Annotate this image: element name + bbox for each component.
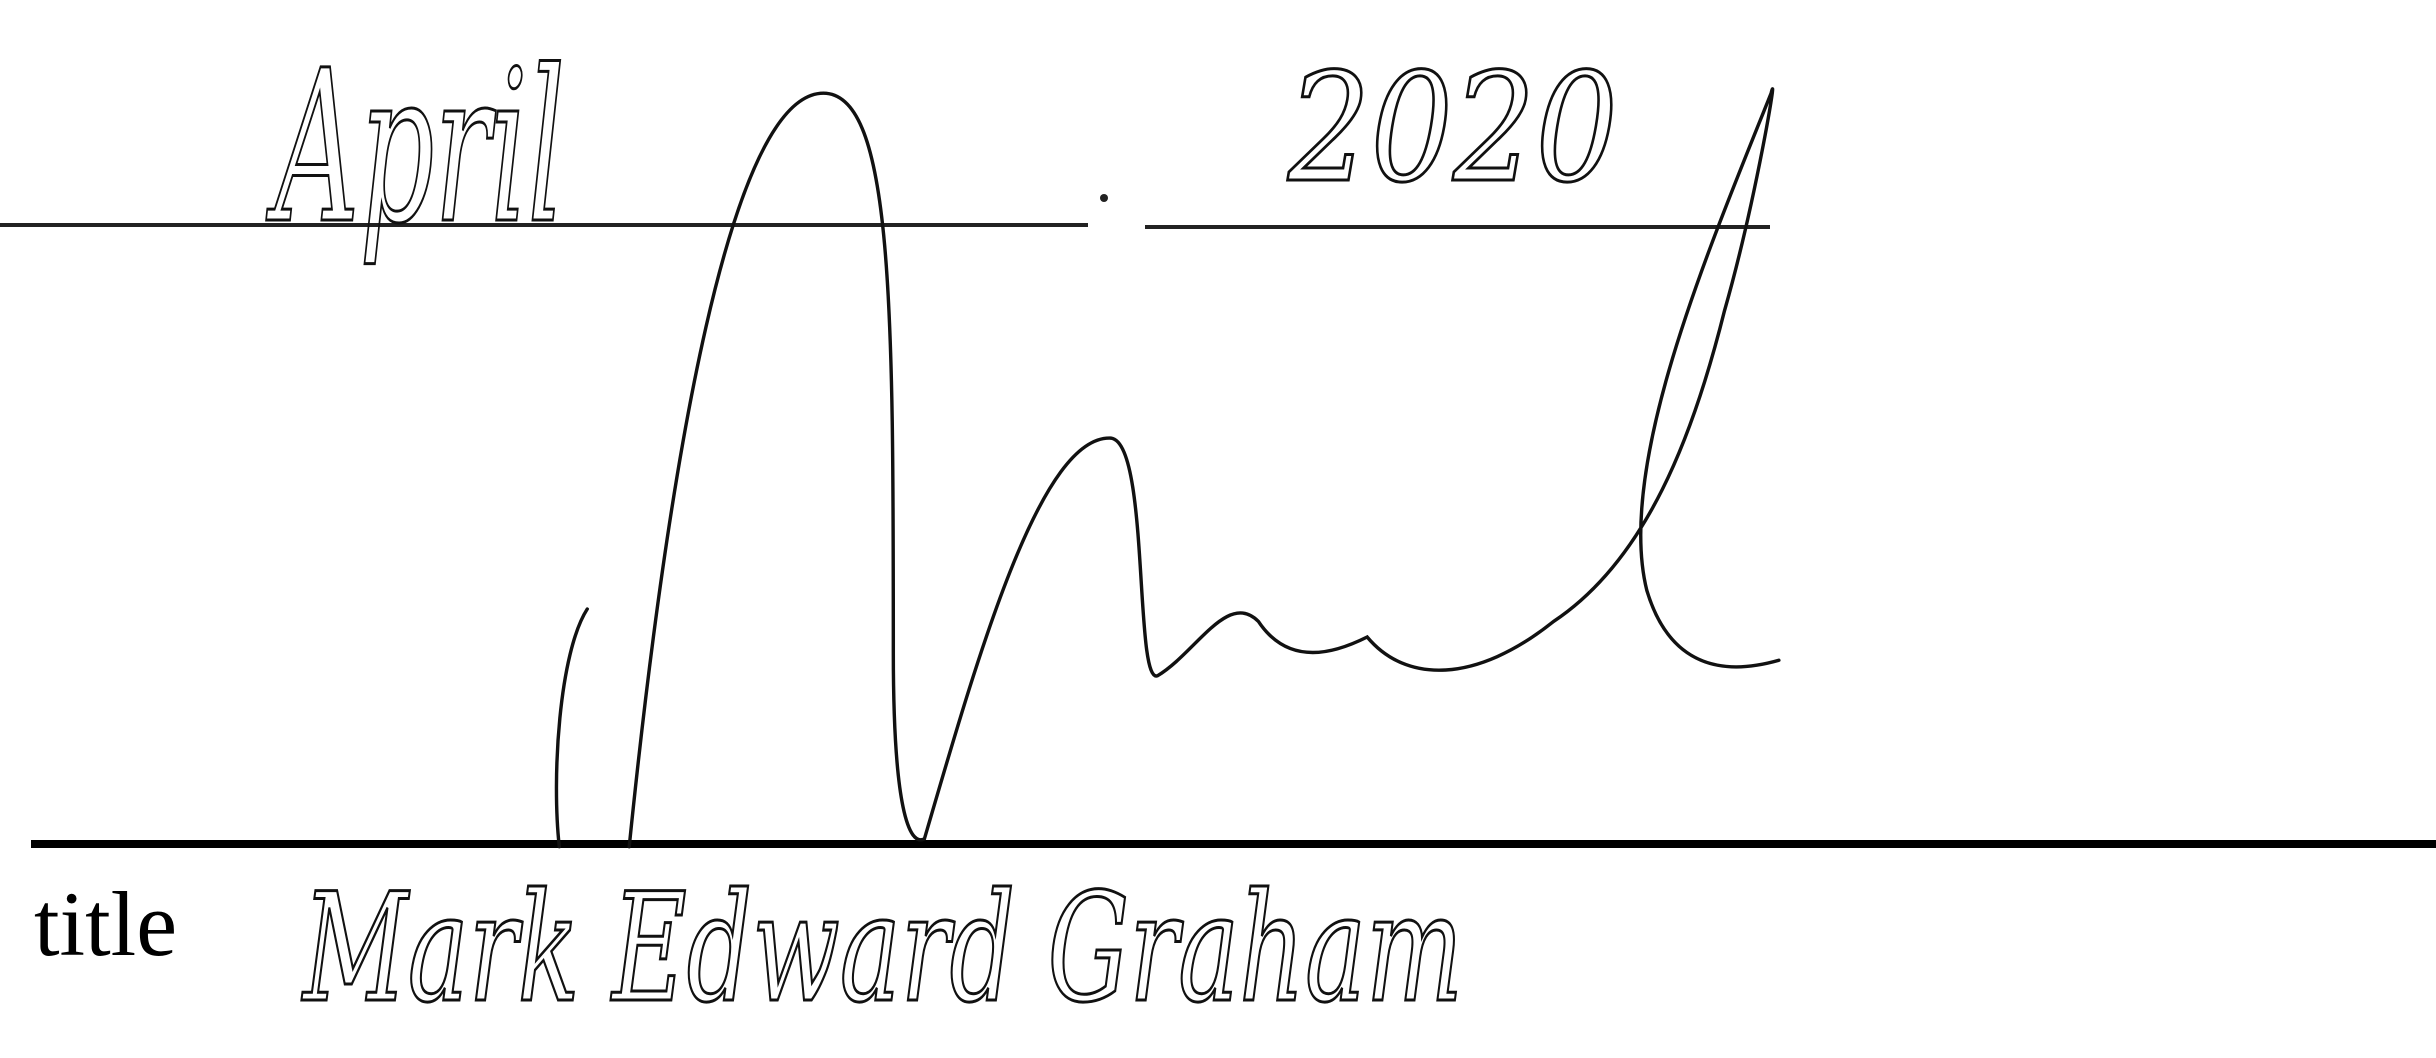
- comma-mark: [1100, 194, 1108, 202]
- handwritten-year: 2020: [1287, 42, 1618, 216]
- title-label: title: [34, 873, 177, 975]
- handwritten-name: Mark Edward Graham: [301, 862, 1463, 1036]
- signature-scrawl: [554, 87, 1781, 849]
- handwritten-month: April: [266, 25, 565, 270]
